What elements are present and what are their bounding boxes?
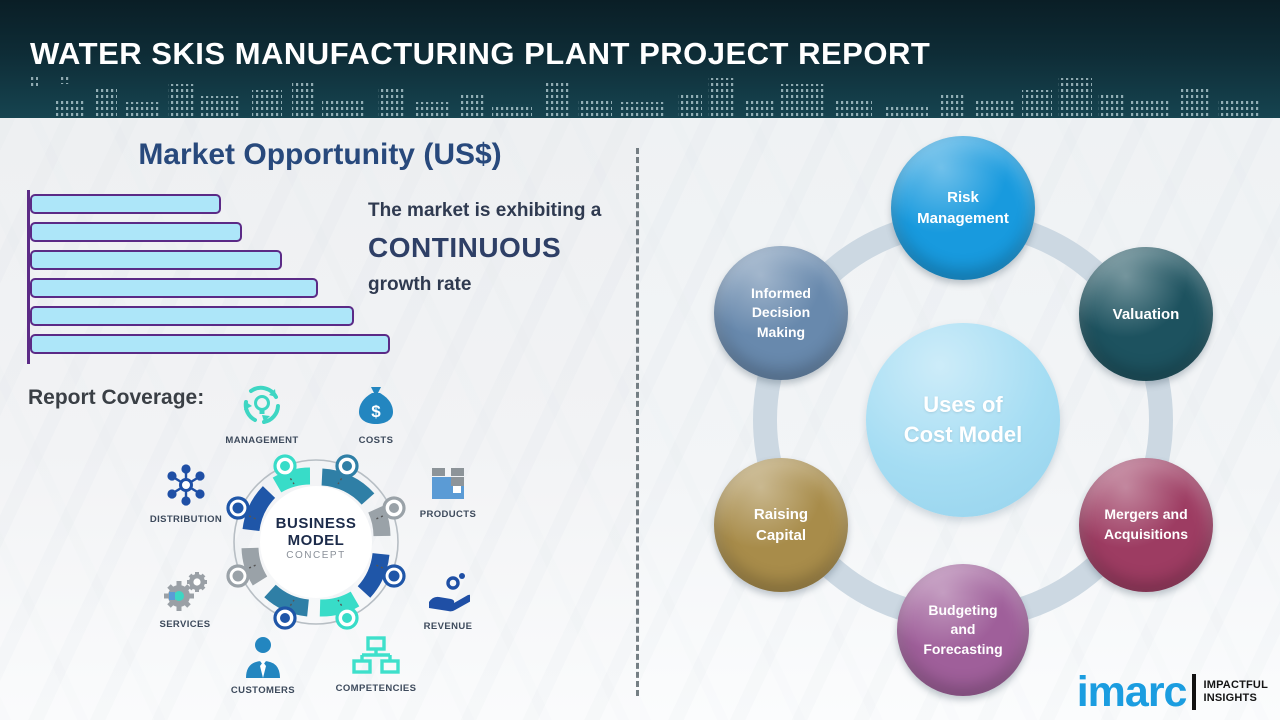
bm-item-distribution: DISTRIBUTION <box>145 463 227 525</box>
bm-item-label: COMPETENCIES <box>335 683 417 694</box>
customers-icon <box>246 637 280 678</box>
bar <box>30 194 221 214</box>
circle-label: Informed Decision Making <box>751 284 811 340</box>
bar <box>30 278 318 298</box>
market-opportunity-title: Market Opportunity (US$) <box>138 138 502 171</box>
bar <box>30 334 390 354</box>
circle-label: Budgeting and Forecasting <box>923 601 1003 657</box>
city-skyline-graphic <box>30 76 1260 118</box>
logo-tagline-line1: IMPACTFUL <box>1203 679 1268 692</box>
circle-label: Valuation <box>1112 305 1180 323</box>
bm-item-management: MANAGEMENT <box>224 382 300 446</box>
business-model-ring <box>226 454 406 630</box>
growth-text-block: The market is exhibiting a CONTINUOUS gr… <box>368 200 630 296</box>
logo-tagline-line2: INSIGHTS <box>1203 692 1258 704</box>
bm-item-label: MANAGEMENT <box>225 435 299 446</box>
bm-item-label: REVENUE <box>423 621 473 632</box>
bm-item-label: COSTS <box>358 435 394 446</box>
bar <box>30 306 354 326</box>
page-title: WATER SKIS MANUFACTURING PLANT PROJECT R… <box>30 36 931 71</box>
costs-icon: $ <box>359 387 393 424</box>
business-model-title-line2: MODEL <box>287 532 345 549</box>
imarc-logo: imarc IMPACTFUL INSIGHTS <box>1076 667 1268 716</box>
services-icon <box>164 572 207 611</box>
growth-text-line2: CONTINUOUS <box>368 232 562 263</box>
circle-label: Raising Capital <box>753 506 809 544</box>
business-model-subtitle: CONCEPT <box>286 550 346 561</box>
products-icon <box>432 468 464 499</box>
business-model-title-line1: BUSINESS <box>275 515 357 532</box>
bm-item-revenue: REVENUE <box>417 572 479 632</box>
cost-model-center-label: Uses of Cost Model <box>903 392 1023 447</box>
svg-text:$: $ <box>371 402 381 421</box>
bm-item-label: PRODUCTS <box>419 509 477 520</box>
bm-item-costs: $ COSTS <box>340 384 412 446</box>
header-band: WATER SKIS MANUFACTURING PLANT PROJECT R… <box>0 0 1280 118</box>
bm-item-customers: CUSTOMERS <box>222 636 304 696</box>
logo-tagline: IMPACTFUL INSIGHTS <box>1203 679 1268 704</box>
circle-valuation: Valuation <box>1079 247 1213 381</box>
report-coverage-label: Report Coverage: <box>28 386 205 409</box>
bar-chart <box>30 194 390 362</box>
bm-item-label: CUSTOMERS <box>230 685 296 696</box>
circle-label: Mergers and Acquisitions <box>1103 506 1188 542</box>
circle-mergers-acquisitions: Mergers and Acquisitions <box>1079 458 1213 592</box>
revenue-icon <box>429 573 474 612</box>
competencies-icon <box>352 636 400 674</box>
growth-text-line1: The market is exhibiting a <box>368 200 602 221</box>
logo-divider-bar <box>1192 674 1197 710</box>
circle-raising-capital: Raising Capital <box>714 458 848 592</box>
circle-label: Risk Management <box>917 189 1009 227</box>
bm-item-label: SERVICES <box>159 619 211 630</box>
bm-item-label: DISTRIBUTION <box>149 514 223 525</box>
circle-risk-management: Risk Management <box>891 136 1035 280</box>
cost-model-center-circle: Uses of Cost Model <box>866 323 1060 517</box>
distribution-icon <box>167 464 205 506</box>
dashed-divider <box>636 148 639 696</box>
bar <box>30 222 243 242</box>
bm-item-products: PRODUCTS <box>415 466 481 520</box>
bm-item-services: SERVICES <box>148 570 222 630</box>
bar-chart-axis <box>27 190 30 364</box>
growth-text-line3: growth rate <box>368 274 472 295</box>
circle-informed-decision-making: Informed Decision Making <box>714 246 848 380</box>
circle-budgeting-forecasting: Budgeting and Forecasting <box>897 564 1029 696</box>
imarc-logo-text: imarc <box>1076 667 1188 716</box>
bar <box>30 250 282 270</box>
management-icon <box>243 385 280 424</box>
bm-item-competencies: COMPETENCIES <box>330 636 422 694</box>
